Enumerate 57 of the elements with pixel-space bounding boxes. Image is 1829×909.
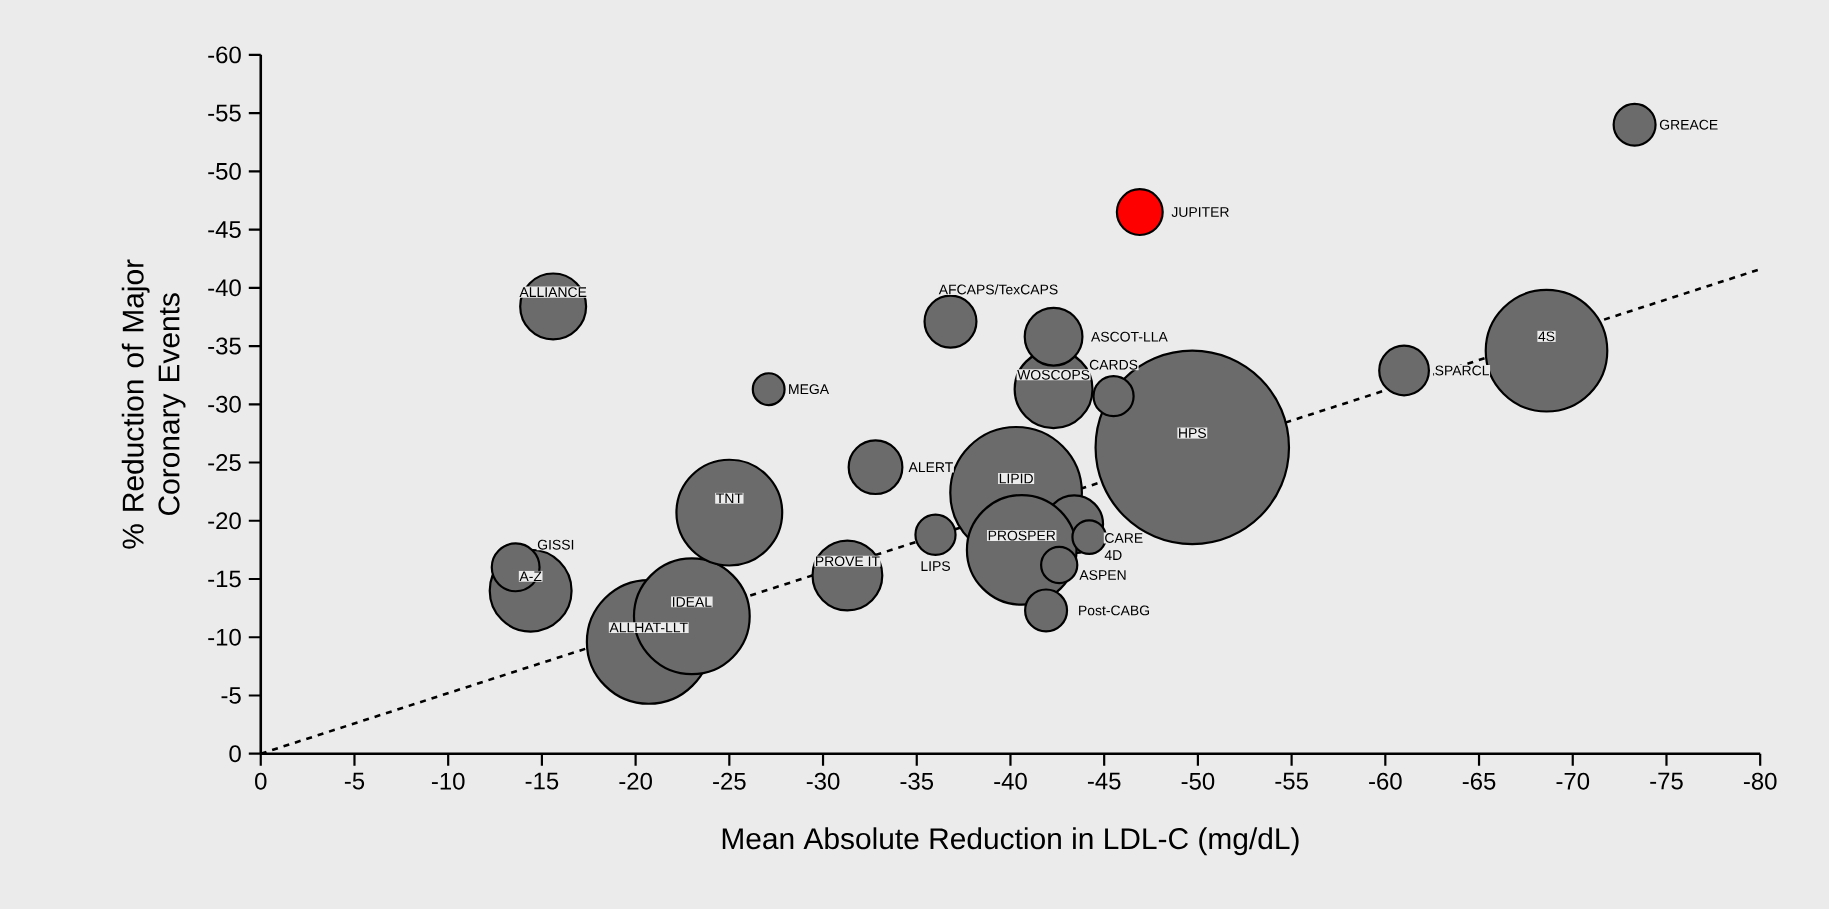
y-tick-label: -30 bbox=[208, 395, 241, 413]
annotation: HPS bbox=[1179, 428, 1206, 438]
annotation: IDEAL bbox=[672, 597, 712, 607]
annotation: ALERT bbox=[908, 462, 953, 472]
x-tick-label: -35 bbox=[900, 772, 934, 790]
x-tick-label: -5 bbox=[344, 772, 365, 790]
y-tick-label: -15 bbox=[208, 570, 241, 588]
annotation: CARE bbox=[1105, 532, 1143, 543]
x-tick-label: -70 bbox=[1556, 772, 1590, 790]
annotation: LIPID bbox=[999, 473, 1033, 484]
y-tick-label: -45 bbox=[208, 221, 241, 238]
annotation: 4S bbox=[1538, 331, 1555, 342]
annotation: GISSI bbox=[537, 539, 574, 550]
annotation: LIPS bbox=[921, 561, 950, 571]
x-tick-label: -45 bbox=[1087, 772, 1121, 790]
x-tick-label: -80 bbox=[1743, 772, 1777, 790]
y-tick-label: -10 bbox=[208, 628, 241, 646]
x-tick-label: -50 bbox=[1181, 772, 1215, 790]
y-tick-label: 0 bbox=[229, 745, 241, 763]
annotation: TNT bbox=[716, 493, 743, 503]
annotation: Post-CABG bbox=[1079, 605, 1150, 616]
y-tick-label: -5 bbox=[221, 687, 241, 704]
x-tick-label: -15 bbox=[525, 772, 559, 790]
annotation: WOSCOPS bbox=[1017, 369, 1090, 380]
annotation: ASCOT-LLA bbox=[1091, 331, 1168, 342]
x-tick-label: 0 bbox=[255, 772, 267, 790]
annotation: MEGA bbox=[789, 384, 830, 394]
annotation: CARDS bbox=[1089, 359, 1138, 370]
x-tick-label: -55 bbox=[1275, 772, 1308, 790]
y-tick-label: -20 bbox=[208, 512, 241, 530]
annotation: ALLIANCE bbox=[519, 287, 587, 297]
x-tick-label: -30 bbox=[806, 772, 840, 790]
annotation: PROSPER bbox=[988, 530, 1056, 541]
x-tick-label: -20 bbox=[619, 772, 652, 790]
x-tick-label: -25 bbox=[713, 772, 746, 790]
y-tick-label: -35 bbox=[208, 337, 241, 355]
x-tick-label: -75 bbox=[1650, 772, 1683, 790]
y-tick-label: -55 bbox=[208, 104, 241, 122]
x-tick-label: -10 bbox=[431, 772, 465, 790]
y-tick-label: -40 bbox=[208, 279, 241, 297]
annotation: ALLHAT-LLT bbox=[609, 622, 688, 633]
annotation: AFCAPS/TexCAPS bbox=[938, 284, 1058, 295]
x-axis-title: Mean Absolute Reduction in LDL-C (mg/dL) bbox=[722, 827, 1299, 856]
y-tick-label: -60 bbox=[208, 46, 241, 64]
annotation: ASPEN bbox=[1079, 570, 1126, 580]
annotation: SPARCL bbox=[1435, 365, 1489, 376]
y-axis-title: % Reduction of Major Coronary Events bbox=[121, 259, 186, 549]
x-tick-label: -60 bbox=[1369, 772, 1402, 790]
x-tick-label: -40 bbox=[994, 772, 1027, 790]
annotation: GREACE bbox=[1659, 119, 1718, 130]
annotation: 4D bbox=[1104, 550, 1122, 560]
annotation: JUPITER bbox=[1171, 207, 1229, 217]
annotation: A-Z bbox=[519, 571, 542, 582]
annotation: PROVE IT bbox=[816, 556, 880, 566]
x-tick-label: -65 bbox=[1462, 772, 1496, 790]
y-tick-label: -50 bbox=[208, 162, 241, 180]
y-tick-label: -25 bbox=[208, 453, 241, 471]
